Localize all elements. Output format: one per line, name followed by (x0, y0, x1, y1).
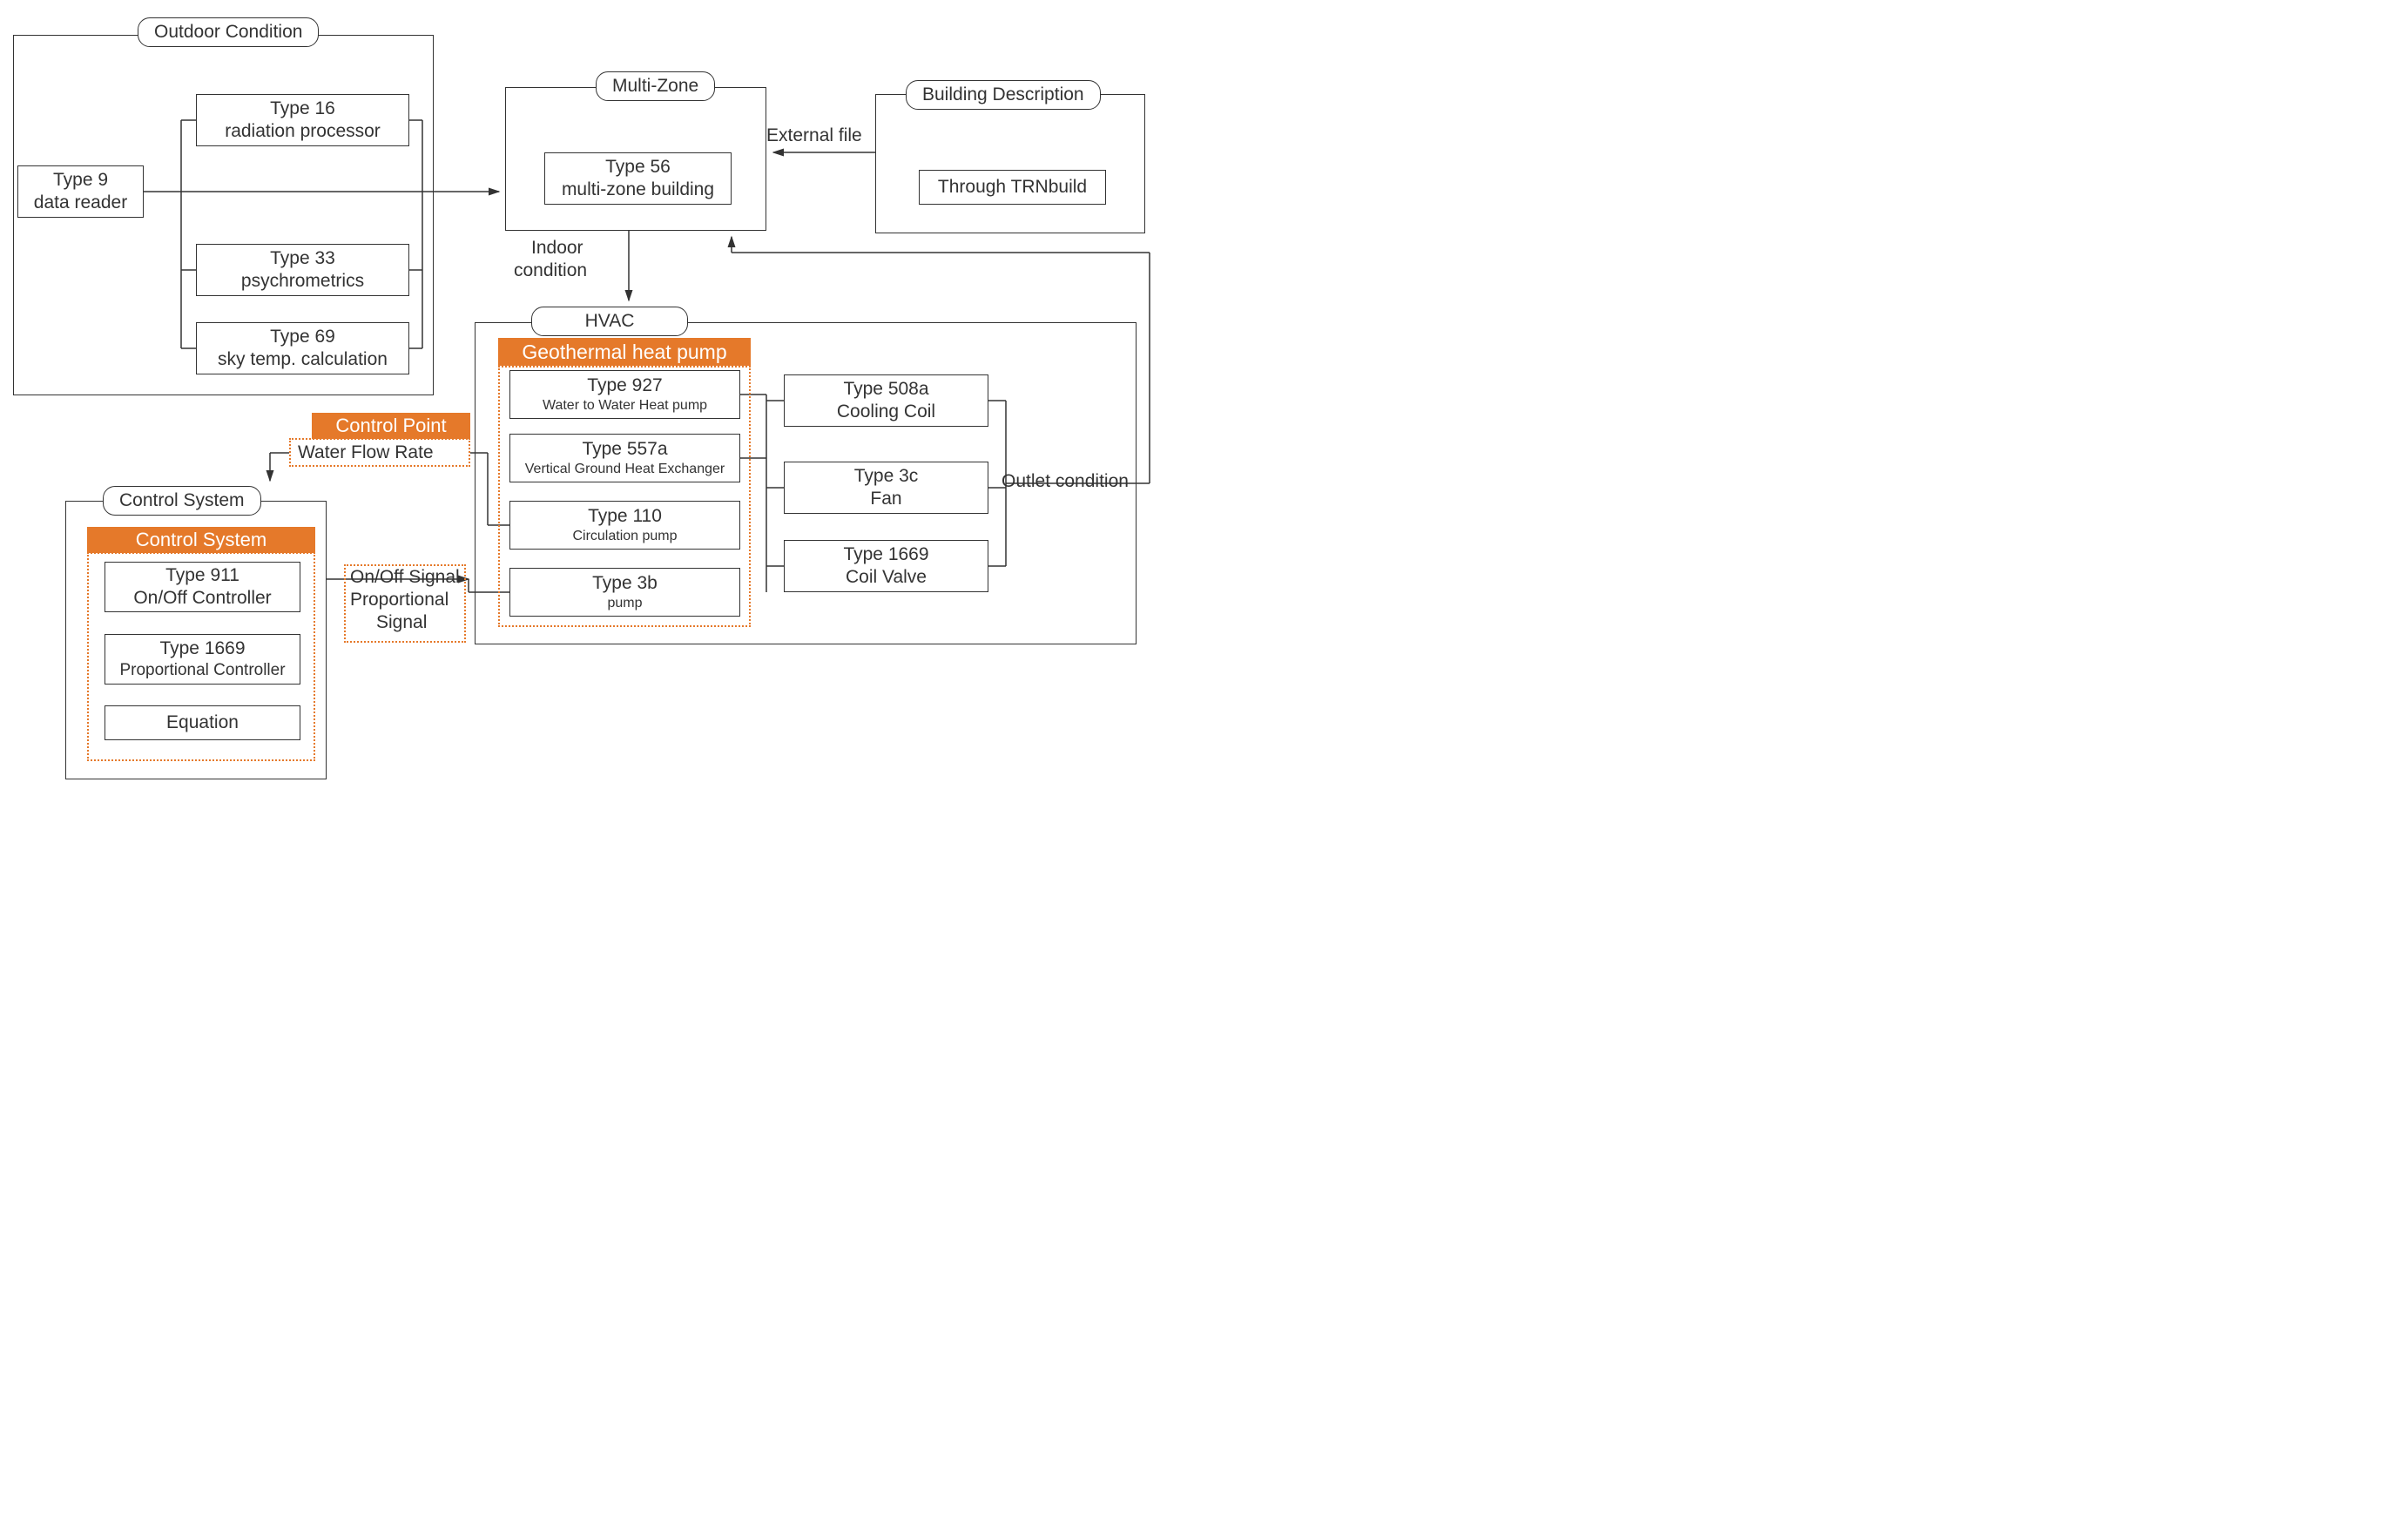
label-indoor-1: Indoor (531, 237, 583, 259)
group-title-hvac: HVAC (531, 307, 688, 336)
highlight-control-point-header: Control Point (312, 413, 470, 439)
group-title-multizone: Multi-Zone (596, 71, 715, 101)
box-trnbuild: Through TRNbuild (919, 170, 1106, 205)
box-type69: Type 69 sky temp. calculation (196, 322, 409, 374)
box-type9: Type 9 data reader (17, 165, 144, 218)
label-indoor-2: condition (514, 260, 587, 281)
highlight-control-system-header: Control System (87, 527, 315, 553)
box-type56: Type 56 multi-zone building (544, 152, 732, 205)
group-building (875, 94, 1145, 233)
label-proportional: Proportional (350, 589, 449, 610)
box-type3b: Type 3b pump (509, 568, 740, 617)
label-outlet: Outlet condition (1002, 470, 1129, 492)
box-type110: Type 110 Circulation pump (509, 501, 740, 550)
box-type1669p: Type 1669 Proportional Controller (105, 634, 300, 685)
box-type3c: Type 3c Fan (784, 462, 988, 514)
box-type557a: Type 557a Vertical Ground Heat Exchanger (509, 434, 740, 482)
label-signal: Signal (376, 611, 427, 633)
label-onoff-signal: On/Off Signal (350, 566, 460, 588)
label-water-flow-rate: Water Flow Rate (298, 442, 434, 463)
box-type927: Type 927 Water to Water Heat pump (509, 370, 740, 419)
group-title-control: Control System (103, 486, 261, 516)
highlight-geothermal-header: Geothermal heat pump (498, 338, 751, 366)
label-external-file: External file (766, 125, 862, 146)
group-title-building: Building Description (906, 80, 1101, 110)
box-type33: Type 33 psychrometrics (196, 244, 409, 296)
group-title-outdoor: Outdoor Condition (138, 17, 319, 47)
box-type911: Type 911 On/Off Controller (105, 562, 300, 612)
box-type1669c: Type 1669 Coil Valve (784, 540, 988, 592)
box-equation: Equation (105, 705, 300, 740)
box-type16: Type 16 radiation processor (196, 94, 409, 146)
box-type508a: Type 508a Cooling Coil (784, 374, 988, 427)
